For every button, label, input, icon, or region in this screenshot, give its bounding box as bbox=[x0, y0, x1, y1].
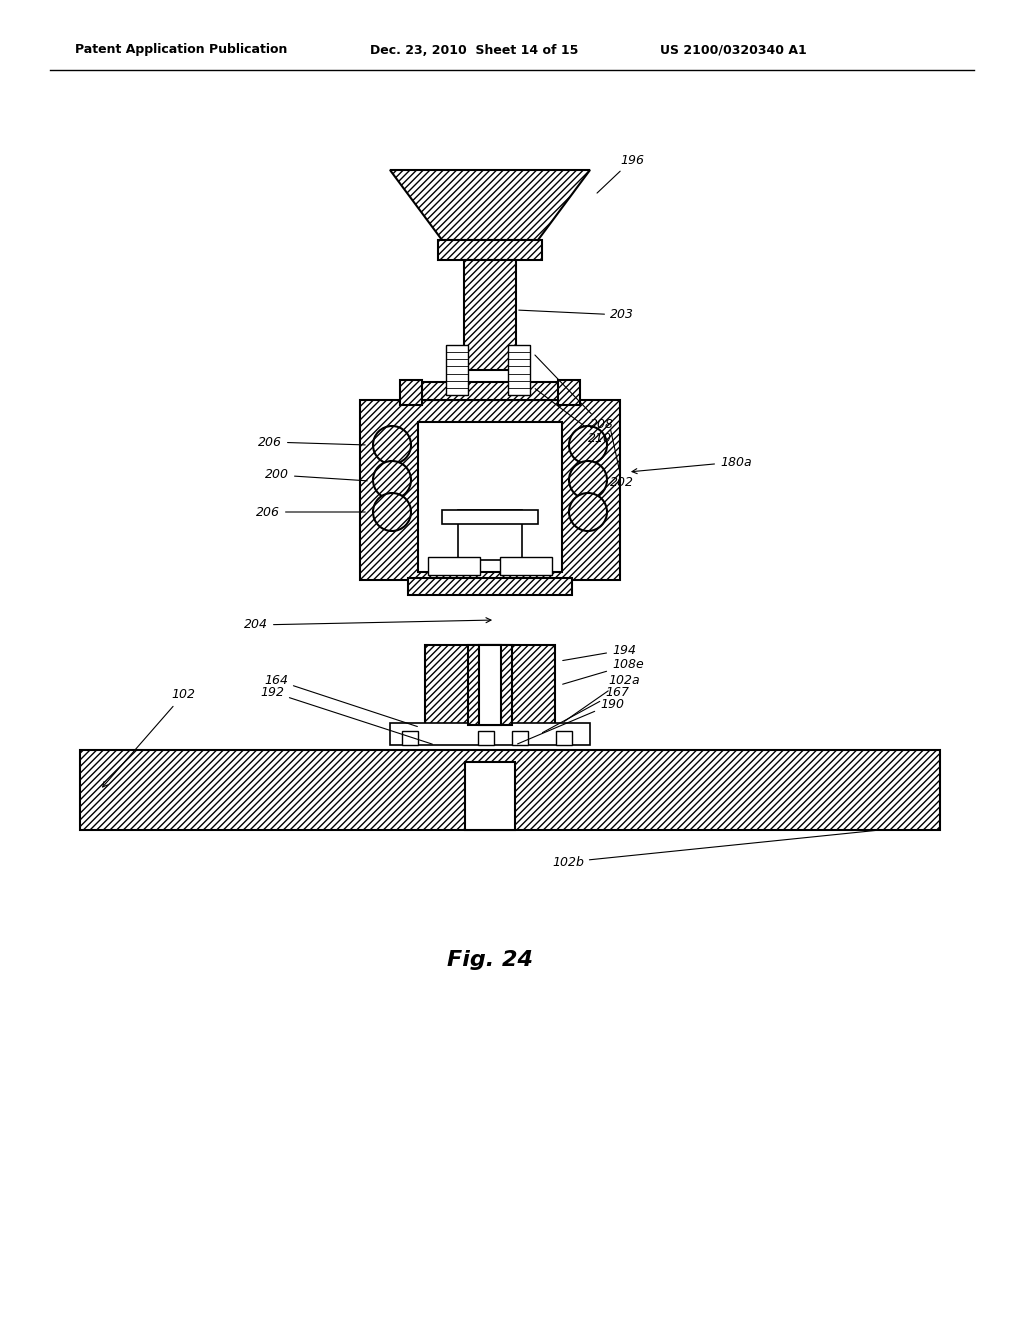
Text: 208: 208 bbox=[535, 355, 614, 432]
Bar bbox=[442, 510, 538, 524]
Text: 167: 167 bbox=[543, 685, 629, 733]
Bar bbox=[428, 557, 480, 576]
Bar bbox=[479, 645, 501, 725]
Text: US 2100/0320340 A1: US 2100/0320340 A1 bbox=[660, 44, 807, 57]
Text: 202: 202 bbox=[610, 430, 634, 488]
Circle shape bbox=[569, 461, 607, 499]
Text: 196: 196 bbox=[597, 153, 644, 193]
Bar bbox=[500, 557, 552, 576]
Circle shape bbox=[569, 426, 607, 465]
Bar bbox=[438, 240, 542, 260]
Text: 204: 204 bbox=[244, 618, 490, 631]
Bar bbox=[556, 731, 572, 744]
Polygon shape bbox=[390, 170, 590, 240]
Text: 206: 206 bbox=[256, 506, 366, 519]
Bar bbox=[508, 345, 530, 395]
Bar bbox=[412, 381, 568, 400]
Text: 102: 102 bbox=[102, 689, 195, 787]
Text: Fig. 24: Fig. 24 bbox=[447, 950, 534, 970]
Bar bbox=[478, 731, 494, 744]
Text: Patent Application Publication: Patent Application Publication bbox=[75, 44, 288, 57]
Circle shape bbox=[373, 426, 411, 465]
Bar bbox=[558, 380, 580, 405]
Text: 180a: 180a bbox=[632, 455, 752, 474]
Bar bbox=[465, 762, 515, 830]
Text: 190: 190 bbox=[517, 697, 624, 744]
Text: Dec. 23, 2010  Sheet 14 of 15: Dec. 23, 2010 Sheet 14 of 15 bbox=[370, 44, 579, 57]
Text: 200: 200 bbox=[265, 469, 368, 482]
Circle shape bbox=[373, 492, 411, 531]
Text: 164: 164 bbox=[264, 673, 418, 726]
Bar bbox=[408, 578, 572, 595]
Bar bbox=[458, 510, 522, 560]
Bar bbox=[80, 750, 940, 830]
Circle shape bbox=[569, 492, 607, 531]
Bar bbox=[402, 731, 418, 744]
Bar bbox=[390, 723, 590, 744]
Text: 206: 206 bbox=[258, 436, 366, 449]
Bar bbox=[464, 260, 516, 370]
Text: 194: 194 bbox=[563, 644, 636, 660]
Bar bbox=[512, 731, 528, 744]
Text: 210: 210 bbox=[536, 388, 612, 445]
Bar bbox=[418, 422, 562, 572]
Bar bbox=[400, 380, 422, 405]
Text: 203: 203 bbox=[519, 309, 634, 322]
Text: 108e: 108e bbox=[562, 659, 644, 684]
Text: 192: 192 bbox=[260, 685, 432, 744]
Bar bbox=[425, 645, 555, 725]
Bar bbox=[468, 645, 512, 725]
Circle shape bbox=[373, 461, 411, 499]
Bar bbox=[360, 400, 620, 579]
Text: 102a: 102a bbox=[564, 673, 640, 722]
Bar bbox=[446, 345, 468, 395]
Text: 102b: 102b bbox=[552, 830, 878, 869]
